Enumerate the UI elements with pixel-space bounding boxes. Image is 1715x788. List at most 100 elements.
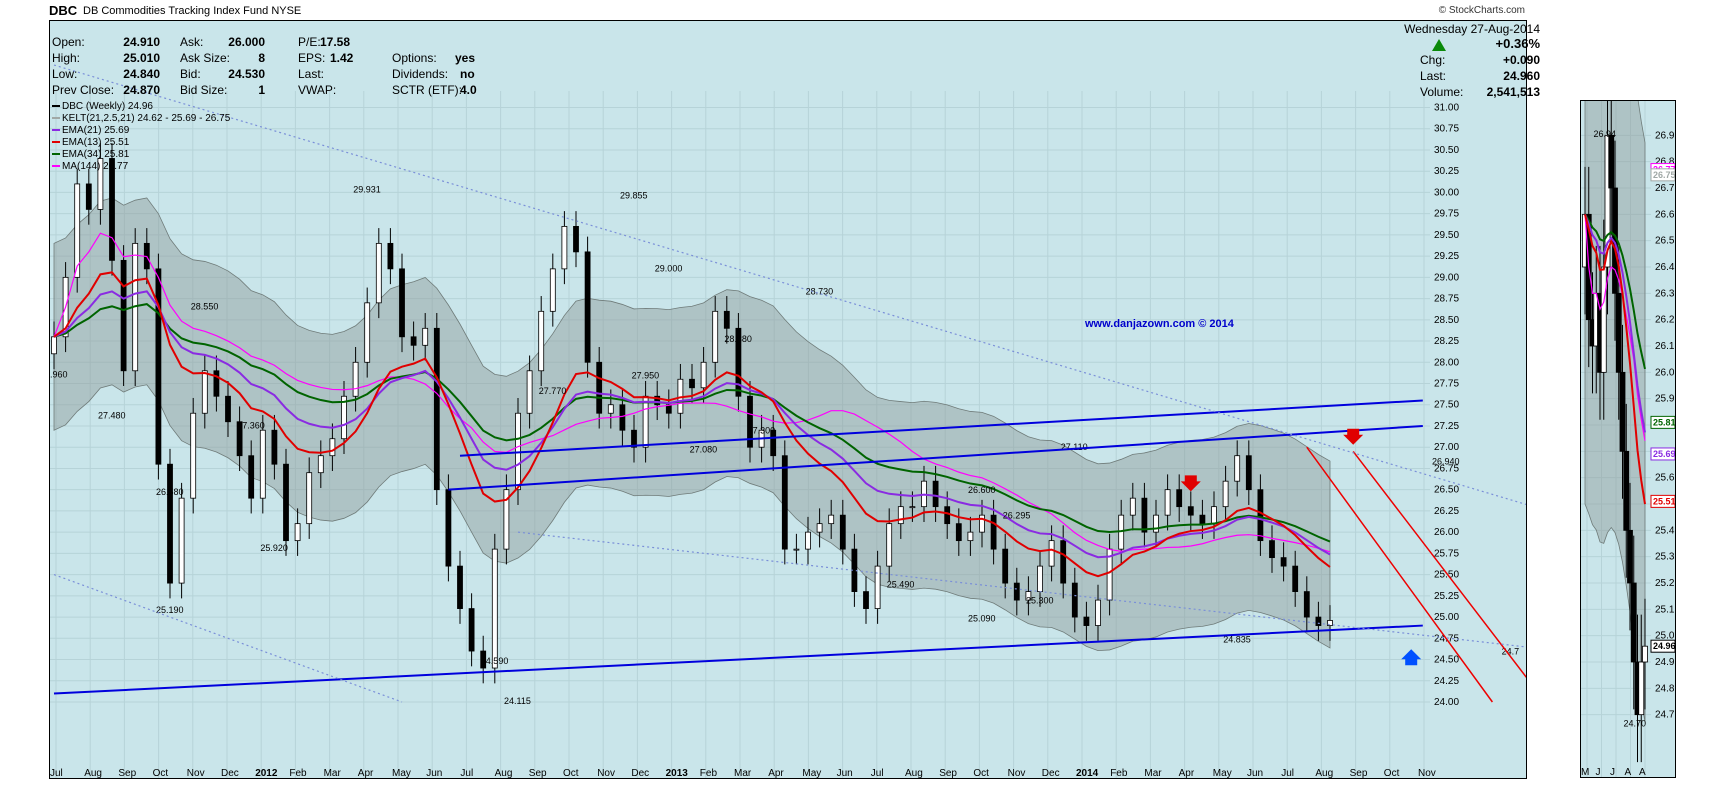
y-tick-label: 26.00 xyxy=(1434,527,1459,538)
candle-body xyxy=(1638,661,1645,716)
volume-label: Volume: xyxy=(1420,85,1464,99)
x-tick-label: Sep xyxy=(939,768,957,778)
candle-body xyxy=(491,548,498,669)
price-label: 25.190 xyxy=(156,605,184,615)
y-tick-label: 27.50 xyxy=(1434,400,1459,411)
y-tick-label: 24.9 xyxy=(1655,657,1675,668)
candle-body xyxy=(1619,371,1626,452)
x-tick-label: May xyxy=(392,768,411,778)
y-tick-label: 30.50 xyxy=(1434,145,1459,156)
x-tick-label: J xyxy=(1610,767,1615,777)
x-tick-label: Jul xyxy=(50,768,63,778)
candle-body xyxy=(1095,599,1101,626)
legend-main: DBC (Weekly) 24.96 xyxy=(52,101,153,112)
ema21-line xyxy=(53,290,1331,559)
x-tick-label: Oct xyxy=(973,768,989,778)
eps-value: 1.42 xyxy=(330,51,354,65)
side-chart-panel: 24.724.824.925.025.125.225.325.425.525.6… xyxy=(1580,100,1676,778)
x-tick-label: Mar xyxy=(324,768,342,778)
eps-label: EPS: xyxy=(298,51,326,65)
candle-body xyxy=(1187,506,1194,516)
price-label: 28.730 xyxy=(806,286,834,296)
percent-change: +0.36% xyxy=(1495,36,1540,51)
candle-body xyxy=(828,514,835,525)
support-trendline xyxy=(53,624,1423,695)
y-tick-label: 24.50 xyxy=(1434,655,1459,666)
y-tick-label: 31.00 xyxy=(1434,102,1459,113)
y-tick-label: 25.50 xyxy=(1434,570,1459,581)
chart-header: DBC DB Commodities Tracking Index Fund N… xyxy=(0,0,1715,20)
candle-body xyxy=(584,251,591,363)
candle-body xyxy=(74,183,81,278)
ask-value: 26.000 xyxy=(228,35,265,49)
x-tick-label: 2012 xyxy=(255,768,278,778)
dividends-value: no xyxy=(460,67,475,81)
bid-size-value: 1 xyxy=(258,83,265,97)
candle-body xyxy=(549,268,556,312)
candle-body xyxy=(1269,540,1275,559)
last2-label: Last: xyxy=(1420,69,1447,83)
candle-body xyxy=(944,506,951,525)
y-tick-label: 25.00 xyxy=(1434,612,1459,623)
y-tick-label: 30.00 xyxy=(1434,187,1459,198)
candle-body xyxy=(955,523,962,542)
y-tick-label: 25.6 xyxy=(1655,473,1675,484)
price-tag-label: 25.81 xyxy=(1653,417,1675,427)
ema34-line xyxy=(1584,213,1646,370)
price-label: 27.300 xyxy=(748,426,776,436)
candle-body xyxy=(51,336,57,355)
candle-body xyxy=(596,361,603,414)
y-tick-label: 27.00 xyxy=(1434,442,1459,453)
candle-body xyxy=(422,327,429,346)
legend-kelt: KELT(21,2.5,21) 24.62 - 25.69 - 26.75 xyxy=(52,113,230,124)
y-tick-label: 28.50 xyxy=(1434,315,1459,326)
candle-body xyxy=(433,327,440,491)
sell-arrow-icon xyxy=(1180,475,1201,492)
candle-body xyxy=(886,523,893,567)
x-tick-label: Apr xyxy=(358,768,374,778)
candle-body xyxy=(874,565,881,609)
x-tick-label: Apr xyxy=(768,768,784,778)
price-label: 26.940 xyxy=(1432,456,1460,466)
candle-body xyxy=(259,429,266,499)
price-label: 27.480 xyxy=(98,410,126,420)
quote-date: Wednesday 27-Aug-2014 xyxy=(1404,22,1540,36)
x-tick-label: A xyxy=(1639,767,1646,777)
candle-body xyxy=(190,412,197,499)
y-tick-label: 26.8 xyxy=(1655,157,1675,168)
vwap-label: VWAP: xyxy=(298,83,337,97)
side-chart: 24.724.824.925.025.125.225.325.425.525.6… xyxy=(1581,101,1675,777)
candle-body xyxy=(457,565,463,609)
volume-value: 2,541,513 xyxy=(1486,85,1540,99)
price-tag-label: 25.69 xyxy=(1653,449,1675,459)
y-tick-label: 27.75 xyxy=(1434,379,1459,390)
y-tick-label: 26.3 xyxy=(1655,288,1675,299)
legend-ma144: MA(144) 26.77 xyxy=(52,161,128,172)
candle-body xyxy=(364,302,371,363)
candle-body xyxy=(1234,455,1241,482)
candle-body xyxy=(735,327,742,397)
candle-body xyxy=(1129,497,1136,516)
candle-body xyxy=(317,455,324,474)
candle-body xyxy=(805,531,811,550)
candle-body xyxy=(712,310,719,363)
options-label: Options: xyxy=(392,51,437,65)
candle-body xyxy=(967,531,974,542)
price-label: 28.380 xyxy=(724,334,752,344)
candle-body xyxy=(201,370,208,414)
x-tick-label: Aug xyxy=(495,768,513,778)
y-tick-label: 26.50 xyxy=(1434,485,1459,496)
x-tick-label: Aug xyxy=(84,768,102,778)
price-tag-label: 24.96 xyxy=(1653,641,1675,651)
price-label: 26.580 xyxy=(156,487,184,497)
sell-arrow-icon xyxy=(1343,428,1364,445)
candle-body xyxy=(1627,529,1633,584)
pe-value: 17.58 xyxy=(320,35,351,49)
falling-wedge-line xyxy=(1306,446,1494,703)
candle-body xyxy=(631,429,637,448)
price-label: 27.080 xyxy=(690,444,718,454)
y-tick-label: 28.25 xyxy=(1434,336,1459,347)
upper-channel-line xyxy=(459,399,1423,457)
candle-body xyxy=(1048,540,1055,567)
candle-body xyxy=(1176,489,1183,508)
